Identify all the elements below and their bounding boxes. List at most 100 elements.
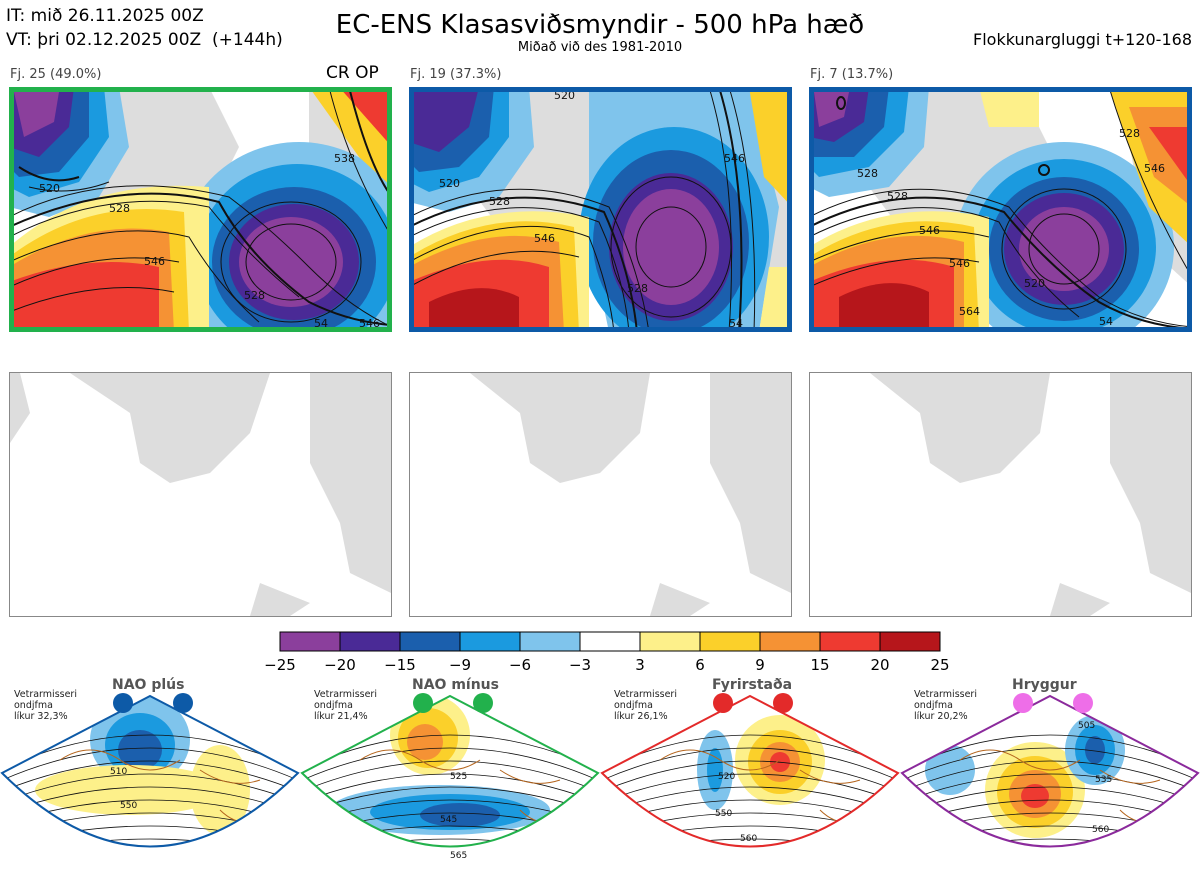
contour-line [220, 201, 362, 323]
colorbar-tick-label: 3 [635, 656, 645, 674]
regime-contour [302, 747, 598, 782]
regime-info-line: ondjfma [14, 700, 53, 711]
regime-dot [713, 693, 733, 713]
contour-line [409, 188, 650, 332]
regime-contour [2, 747, 298, 782]
regime-contour-label: 550 [715, 809, 732, 819]
contour-label: 528 [109, 202, 130, 215]
regime-contour [902, 786, 1198, 815]
anom-pos-6 [839, 283, 929, 327]
contour-label: 564 [959, 305, 980, 318]
contour-label: 520 [439, 177, 460, 190]
regime-dot [773, 693, 793, 713]
contour-line [1001, 188, 1127, 310]
contour-line [728, 87, 756, 332]
regime-map-1: 510 550 [0, 693, 300, 869]
regime-anomaly [1012, 851, 1048, 863]
contour-label: 54 [314, 317, 328, 330]
contour-line [635, 206, 707, 288]
regime-info-line: ondjfma [314, 700, 353, 711]
init-time: IT: mið 26.11.2025 00Z [6, 6, 204, 26]
regime-anomaly [35, 765, 225, 815]
contour-line [9, 257, 180, 288]
contour-label: 528 [244, 289, 265, 302]
regime-contour [2, 786, 298, 815]
colorbar-tick-label: 20 [870, 656, 890, 674]
regime-info: Vetrarmisseri ondjfma líkur 21,4% [314, 689, 377, 722]
page-title: EC-ENS Klasasviðsmyndir - 500 hPa hæð [335, 10, 865, 40]
colorbar-segment [579, 631, 641, 652]
regime-contour [902, 773, 1198, 804]
regime-title: Hryggur [1012, 677, 1077, 693]
contour-label: 546 [359, 317, 380, 330]
colorbar-tick-label: 15 [810, 656, 830, 674]
contour-line-bold [18, 166, 80, 182]
regime-contour [302, 760, 598, 793]
regime-info-line: ondjfma [914, 700, 953, 711]
regime-contour [902, 760, 1198, 793]
regime-contour [0, 852, 300, 869]
cluster-map-2: 520 528 546 528 546 54 520 [409, 87, 792, 332]
contour-line [1108, 87, 1192, 278]
regime-info: Vetrarmisseri ondjfma líkur 20,2% [914, 689, 977, 722]
contour-line-bold [718, 87, 743, 332]
regime-contour-label: 525 [450, 772, 467, 782]
contour-label: 546 [724, 152, 745, 165]
contour-line [809, 257, 980, 288]
regime-anomaly [925, 745, 975, 795]
anom-neg-10 [239, 217, 343, 307]
regime-contour [600, 852, 900, 869]
contour-label: 528 [887, 190, 908, 203]
contour-label: 528 [1119, 127, 1140, 140]
regime-map-2: 525 545 565 [300, 693, 600, 861]
anom-pos-1 [979, 87, 1039, 127]
regime-contour-label: 510 [110, 767, 127, 777]
regime-contour-label: 550 [120, 801, 137, 811]
regime-anomaly [1085, 736, 1105, 764]
blank-map-land-3 [870, 373, 1191, 616]
regime-info-line: Vetrarmisseri [614, 689, 677, 700]
contour-label: 546 [949, 257, 970, 270]
anom-pos-9 [1149, 127, 1192, 187]
regime-contour [2, 838, 298, 847]
regime-title: NAO plús [112, 677, 185, 693]
regime-contour-label: 520 [718, 772, 735, 782]
regime-contour-label: 535 [1095, 775, 1112, 785]
regime-title: Fyrirstaða [712, 677, 793, 693]
regime-info: Vetrarmisseri ondjfma líkur 32,3% [14, 689, 77, 722]
colorbar-segment [279, 631, 341, 652]
contour-line [28, 181, 110, 192]
regime-contour [302, 786, 598, 815]
colorbar-segment [819, 631, 881, 652]
colorbar-segment [519, 631, 581, 652]
regime-contour [602, 760, 898, 793]
anom-neg-4 [409, 87, 479, 152]
regime-contour [302, 773, 598, 804]
regime-anomaly [420, 803, 500, 827]
contour-line-bold [809, 196, 1192, 330]
contour-label: 528 [857, 167, 878, 180]
contour-label: 520 [39, 182, 60, 195]
regime-frame [900, 694, 1200, 848]
regime-contour [2, 773, 298, 804]
regime-info-line: líkur 21,4% [314, 711, 368, 722]
contour-line-bold [836, 96, 846, 110]
anom-pos-6 [749, 87, 792, 207]
regime-anomaly [407, 724, 443, 760]
colorbar-tick-label: −20 [324, 656, 356, 674]
contour-label: 546 [919, 224, 940, 237]
colorbar-segment [639, 631, 701, 652]
contour-line [9, 200, 300, 298]
regime-info-line: líkur 26,1% [614, 711, 668, 722]
header-dates: IT: mið 26.11.2025 00Z VT: þri 02.12.2025… [6, 4, 283, 52]
contour-label: 54 [1099, 315, 1113, 328]
cluster-map-3: 528 528 546 546 520 528 564 546 54 [809, 87, 1192, 332]
colorbar [279, 631, 941, 652]
anom-pos-7 [759, 267, 792, 332]
regime-dot [473, 693, 493, 713]
blank-map-3 [809, 372, 1192, 617]
regime-contour-label: 565 [450, 851, 467, 861]
contour-line [809, 188, 1192, 328]
contour-line [9, 185, 392, 328]
regime-info-line: Vetrarmisseri [314, 689, 377, 700]
